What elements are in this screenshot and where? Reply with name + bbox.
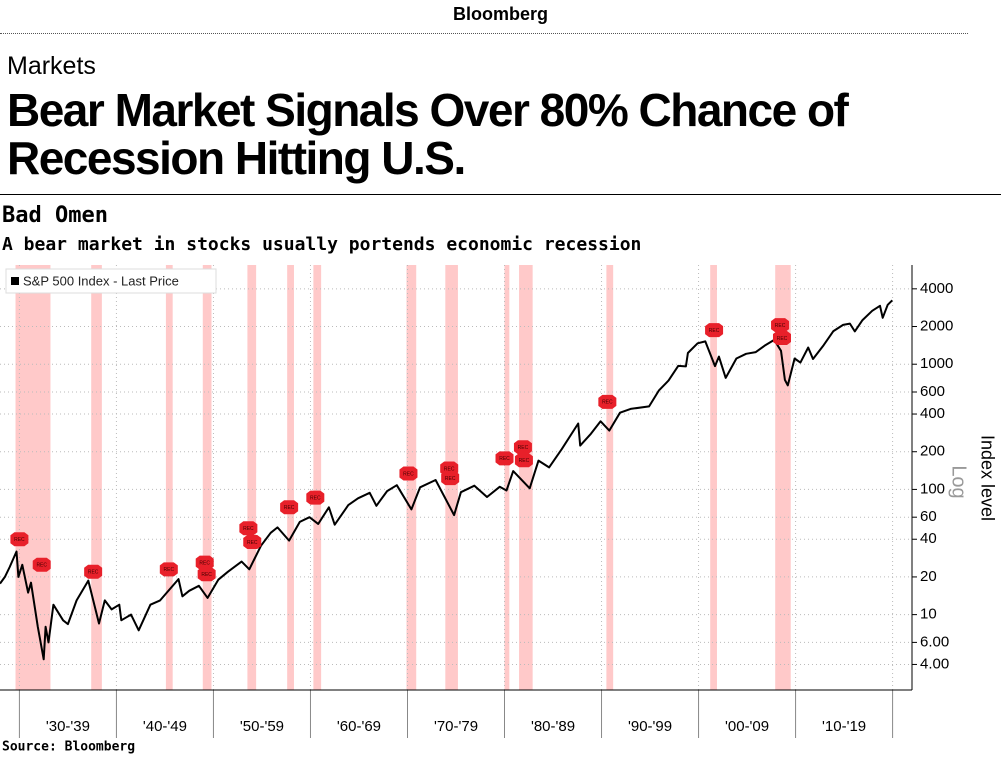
rec-marker (197, 567, 216, 582)
recession-band (775, 265, 791, 690)
rec-marker (280, 500, 299, 515)
rec-marker (306, 490, 325, 505)
rec-marker-label: REC (499, 456, 510, 462)
rec-marker (84, 564, 103, 579)
rec-marker (32, 557, 51, 572)
recession-band (287, 265, 294, 690)
y-tick-label: 4000 (920, 280, 953, 297)
recession-band (313, 265, 322, 690)
x-period-label: '30-'39 (46, 718, 90, 735)
y-tick-label: 100 (920, 480, 945, 497)
rec-marker (441, 471, 460, 486)
brand: Bloomberg (452, 4, 548, 24)
rec-marker (772, 330, 791, 345)
x-period-label: '00-'09 (725, 718, 769, 735)
rec-marker (514, 453, 533, 468)
source: Source: Bloomberg (2, 740, 135, 755)
x-period-label: '10-'19 (822, 718, 866, 735)
rec-marker-label: REC (199, 560, 210, 566)
recession-band (91, 265, 102, 690)
rec-marker (705, 323, 724, 338)
x-period-label: '40-'49 (143, 718, 187, 735)
y-tick-label: 10 (920, 606, 937, 623)
rec-marker (399, 466, 418, 481)
rec-marker (513, 440, 532, 455)
x-period-label: '70-'79 (434, 718, 478, 735)
rec-marker-label: REC (284, 505, 295, 511)
y-tick-label: 2000 (920, 317, 953, 334)
rec-marker (159, 562, 178, 577)
x-period-label: '50-'59 (240, 718, 284, 735)
recession-band (15, 265, 51, 690)
divider (0, 33, 968, 34)
rec-marker (239, 521, 258, 536)
rec-marker-label: REC (777, 336, 788, 342)
rec-marker-label: REC (602, 400, 613, 406)
rec-marker (598, 394, 617, 409)
rec-marker-label: REC (403, 471, 414, 477)
recession-band (710, 265, 717, 690)
recession-band (247, 265, 257, 690)
y-axis-label: Index level (977, 435, 997, 521)
rec-marker-label: REC (88, 570, 99, 576)
x-period-label: '90-'99 (628, 718, 672, 735)
y-tick-label: 400 (920, 405, 945, 422)
y-tick-label: 40 (920, 530, 937, 547)
chart-title: Bad Omen (2, 203, 108, 228)
rec-marker (195, 555, 214, 570)
rec-marker (771, 318, 790, 333)
divider (0, 194, 1001, 195)
rec-marker-label: REC (14, 537, 25, 543)
y-tick-label: 1000 (920, 355, 953, 372)
x-period-label: '80-'89 (531, 718, 575, 735)
recession-band (202, 265, 212, 690)
rec-marker (243, 535, 262, 550)
rec-marker-label: REC (519, 458, 530, 464)
y-tick-label: 600 (920, 383, 945, 400)
x-period-label: '60-'69 (337, 718, 381, 735)
rec-marker-label: REC (518, 445, 529, 451)
section-label[interactable]: Markets (7, 52, 96, 80)
rec-marker (10, 532, 29, 547)
y-tick-label: 20 (920, 568, 937, 585)
rec-marker-label: REC (709, 328, 720, 334)
rec-marker-label: REC (444, 466, 455, 472)
chart-subtitle: A bear market in stocks usually portends… (2, 234, 641, 255)
recession-band (606, 265, 614, 690)
rec-marker-label: REC (164, 567, 175, 573)
rec-marker-label: REC (445, 476, 456, 482)
y-tick-label: 4.00 (920, 655, 949, 672)
y-tick-label: 60 (920, 508, 937, 525)
recession-band (504, 265, 510, 690)
rec-marker-label: REC (775, 323, 786, 329)
rec-marker (495, 451, 514, 466)
legend-swatch (11, 277, 19, 285)
rec-marker-label: REC (247, 540, 258, 546)
legend-box (5, 268, 217, 294)
rec-marker-label: REC (201, 572, 212, 578)
scale-label: Log (948, 465, 970, 498)
rec-marker-label: REC (310, 495, 321, 501)
recession-band (165, 265, 173, 690)
legend-label: S&P 500 Index - Last Price (23, 273, 179, 288)
price-line (0, 299, 893, 661)
rec-marker-label: REC (243, 526, 254, 532)
y-tick-label: 200 (920, 443, 945, 460)
headline: Bear Market Signals Over 80% Chance of R… (7, 84, 849, 184)
rec-marker-label: REC (36, 563, 47, 569)
recession-band (519, 265, 533, 690)
y-tick-label: 6.00 (920, 633, 949, 650)
